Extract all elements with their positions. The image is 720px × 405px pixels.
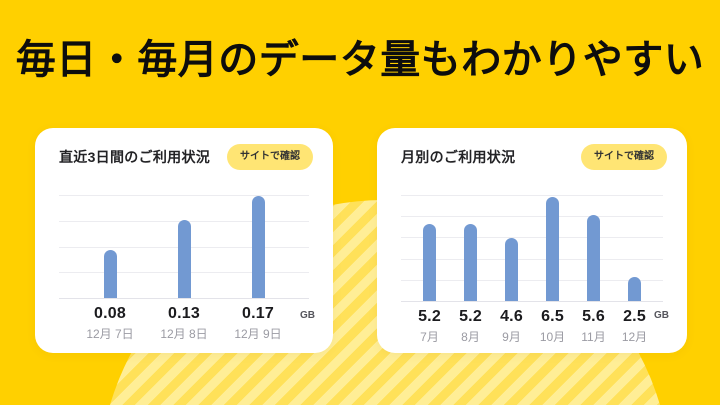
chart-plot-area xyxy=(401,195,663,302)
daily-card-title: 直近3日間のご利用状況 xyxy=(59,149,211,165)
chart-baseline xyxy=(401,301,663,302)
monthly-card-title: 月別のご利用状況 xyxy=(401,149,516,165)
bar-value: 4.6 xyxy=(500,308,523,325)
chart-gridline xyxy=(401,216,663,218)
card-header: 直近3日間のご利用状況 サイトで確認 xyxy=(35,128,333,170)
bar-category: 10月 xyxy=(539,330,566,344)
chart-gridline xyxy=(401,279,663,281)
bars-layer xyxy=(59,195,309,298)
bar-value: 5.2 xyxy=(418,308,441,325)
bar-category: 7月 xyxy=(420,330,439,344)
bar-value: 0.08 xyxy=(94,305,126,322)
usage-card-monthly: 月別のご利用状況 サイトで確認 5.2 5.2 4.6 6.5 5.6 2.5 7月 8月 9… xyxy=(377,128,687,353)
bar-value: 5.2 xyxy=(459,308,482,325)
bar-category: 12月 8日 xyxy=(160,327,208,341)
bar-category: 8月 xyxy=(461,330,480,344)
bar-category: 11月 xyxy=(581,330,606,344)
bar-category: 9月 xyxy=(502,330,521,344)
site-check-badge[interactable]: サイトで確認 xyxy=(581,144,667,170)
card-header: 月別のご利用状況 サイトで確認 xyxy=(377,128,687,170)
daily-usage-chart: 0.08 0.13 0.17 12月 7日 12月 8日 12月 9日 xyxy=(59,195,309,342)
chart-plot-area xyxy=(59,195,309,299)
usage-bar xyxy=(587,215,600,301)
bar-column xyxy=(614,195,655,301)
chart-gridline xyxy=(401,258,663,260)
bar-column xyxy=(73,195,147,298)
bar-value-labels: 0.08 0.13 0.17 xyxy=(59,305,309,323)
bar-value-labels: 5.2 5.2 4.6 6.5 5.6 2.5 xyxy=(401,308,663,326)
chart-gridline xyxy=(401,237,663,239)
chart-gridline xyxy=(401,195,663,196)
chart-gridline xyxy=(59,195,309,196)
bars-layer xyxy=(401,195,663,301)
bar-column xyxy=(491,195,532,301)
site-check-badge[interactable]: サイトで確認 xyxy=(227,144,313,170)
headline: 毎日・毎月のデータ量もわかりやすい xyxy=(15,38,705,82)
bar-value: 2.5 xyxy=(623,308,646,325)
bar-value: 5.6 xyxy=(582,308,605,325)
bar-category-labels: 12月 7日 12月 8日 12月 9日 xyxy=(59,325,309,342)
bar-column xyxy=(573,195,614,301)
monthly-usage-chart: 5.2 5.2 4.6 6.5 5.6 2.5 7月 8月 9月 10月 11月 12月 xyxy=(401,195,663,345)
usage-bar xyxy=(505,238,518,301)
bar-column xyxy=(450,195,491,301)
chart-baseline xyxy=(59,298,309,299)
bar-category-labels: 7月 8月 9月 10月 11月 12月 xyxy=(401,328,663,345)
unit-label-gb: GB xyxy=(300,310,315,321)
usage-bar xyxy=(628,277,641,301)
bar-category: 12月 9日 xyxy=(234,327,282,341)
bar-category: 12月 xyxy=(621,330,648,344)
unit-label-gb: GB xyxy=(654,310,669,321)
usage-bar xyxy=(464,224,477,301)
usage-bar xyxy=(251,196,265,298)
bar-category: 12月 7日 xyxy=(86,327,134,341)
bar-column xyxy=(409,195,450,301)
usage-bar xyxy=(546,197,559,301)
usage-bar xyxy=(423,224,436,301)
bar-column xyxy=(221,195,295,298)
usage-card-daily: 直近3日間のご利用状況 サイトで確認 0.08 0.13 0.17 12月 7日 12… xyxy=(35,128,333,353)
bar-value: 6.5 xyxy=(541,308,564,325)
bar-value: 0.13 xyxy=(168,305,200,322)
bar-column xyxy=(147,195,221,298)
bar-value: 0.17 xyxy=(242,305,274,322)
usage-bar xyxy=(103,250,117,298)
usage-bar xyxy=(177,220,191,298)
bar-column xyxy=(532,195,573,301)
